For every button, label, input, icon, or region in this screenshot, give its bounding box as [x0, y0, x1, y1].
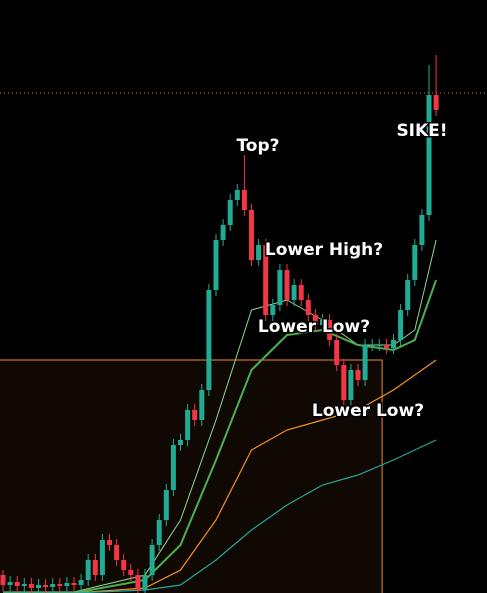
candle-body: [391, 340, 396, 348]
moving-average: [3, 239, 437, 593]
moving-average: [3, 359, 437, 593]
candle-body: [156, 520, 162, 545]
candle-body: [320, 320, 325, 325]
moving-average: [3, 279, 438, 593]
candle-body: [412, 245, 418, 280]
candle-body: [362, 345, 368, 380]
moving-average: [3, 439, 437, 593]
candle-body: [327, 320, 333, 340]
candle-body: [114, 545, 120, 560]
candle-body: [149, 545, 155, 575]
candle-body: [383, 345, 389, 348]
candle-body: [334, 340, 340, 365]
candle-body: [178, 440, 183, 445]
candle-body: [92, 560, 98, 575]
candle-body: [28, 584, 34, 588]
zone-box: [0, 359, 383, 593]
candle-body: [107, 540, 112, 545]
candle-body: [341, 365, 347, 400]
candle-body: [305, 300, 311, 315]
candle-body: [241, 190, 247, 210]
candle-body: [376, 345, 382, 346]
candle-body: [135, 575, 141, 590]
annotation: Lower High?: [265, 240, 383, 260]
candle-body: [277, 270, 283, 305]
candle-body: [36, 585, 41, 588]
candle-body: [249, 210, 254, 260]
candle-body: [121, 560, 127, 570]
candle-body: [163, 490, 169, 520]
candle-body: [298, 285, 304, 300]
candle-body: [369, 345, 375, 346]
candle-body: [426, 95, 432, 215]
candle-body: [213, 240, 219, 290]
annotation: Lower Low?: [258, 317, 370, 337]
candle-body: [355, 370, 361, 380]
candle-body: [142, 575, 148, 590]
candle-body: [263, 245, 269, 315]
candle-body: [312, 315, 318, 325]
candle-body: [85, 560, 91, 580]
candle-body: [398, 310, 404, 340]
candle-body: [64, 583, 70, 586]
candle-body: [0, 575, 6, 585]
candle-body: [256, 245, 262, 260]
candle-body: [7, 582, 13, 585]
annotation: Top?: [236, 136, 279, 156]
candle-body: [433, 95, 439, 110]
candle-body: [57, 584, 63, 586]
candle-body: [50, 584, 56, 587]
candle-body: [227, 200, 233, 225]
candle-body: [71, 583, 77, 585]
candle-body: [234, 190, 240, 200]
candle-body: [99, 540, 105, 575]
candle-body: [270, 305, 276, 315]
candle-body: [405, 280, 411, 310]
candle-body: [78, 580, 84, 585]
candle-body: [220, 225, 226, 240]
candle-body: [14, 582, 20, 586]
candle-body: [419, 215, 425, 245]
candle-body: [21, 584, 27, 586]
annotation: SIKE!: [396, 121, 447, 141]
candle-body: [43, 585, 49, 587]
candle-body: [128, 570, 134, 575]
candle-body: [291, 285, 297, 300]
candle-body: [192, 410, 198, 420]
annotation: Lower Low?: [312, 401, 424, 421]
candle-body: [170, 445, 176, 490]
candle-body: [348, 370, 354, 400]
candle-body: [206, 290, 212, 390]
candle-body: [284, 270, 290, 300]
candle-body: [185, 410, 191, 440]
candle-body: [199, 390, 205, 420]
